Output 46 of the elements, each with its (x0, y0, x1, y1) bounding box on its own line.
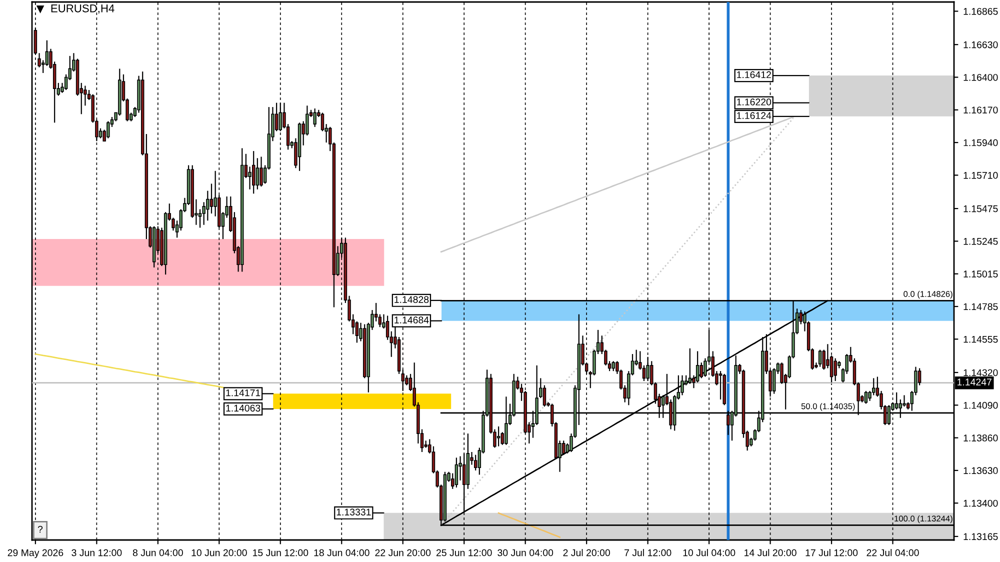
y-tick-label: 1.14320 (964, 369, 998, 376)
annotation: 1.13331 (336, 508, 371, 516)
annotation: 1.14063 (226, 404, 260, 412)
x-tick-label: 18 Jun 04:00 (314, 549, 370, 556)
y-tick-label: 1.13630 (964, 467, 998, 474)
y-tick-label: 1.15015 (964, 270, 998, 278)
annotation: 1.14684 (394, 316, 429, 324)
x-tick-label: 14 Jul 20:00 (744, 549, 796, 556)
x-tick-label: 2 Jul 20:00 (563, 549, 610, 556)
x-tick-label: 15 Jun 12:00 (253, 549, 308, 556)
x-tick-label: 25 Jun 12:00 (436, 549, 492, 556)
series-label: 0.0 (1.14826) (904, 290, 952, 299)
chart-title: EURUSD,H4 (51, 4, 114, 14)
annotation: 1.16412 (737, 71, 771, 78)
annotation: 1.14171 (226, 389, 260, 396)
x-tick-label: 3 Jun 12:00 (72, 549, 122, 556)
y-tick-label: 1.16865 (964, 8, 998, 15)
x-tick-label: 22 Jul 04:00 (866, 549, 919, 556)
annotation: 1.16220 (737, 98, 772, 106)
series-label: 50.0 (1.14035) (801, 403, 855, 411)
y-tick-label: 1.13860 (964, 434, 998, 442)
x-tick-label: 17 Jul 12:00 (806, 549, 858, 556)
x-tick-label: 30 Jun 04:00 (498, 549, 554, 556)
x-tick-label: 29 May 2026 (8, 549, 64, 558)
x-tick-label: 8 Jun 04:00 (132, 549, 183, 556)
y-tick-label: 1.16630 (964, 41, 998, 48)
x-tick-label: 22 Jun 20:00 (375, 549, 431, 556)
y-tick-label: 1.14090 (964, 402, 998, 409)
y-tick-label: 1.16170 (964, 106, 998, 114)
annotation: 1.14828 (394, 296, 429, 303)
annotation: 1.16124 (737, 112, 772, 120)
x-tick-label: 7 Jul 12:00 (624, 549, 672, 556)
y-tick-label: 1.15475 (964, 205, 998, 212)
y-tick-label: 1.13165 (964, 533, 998, 540)
ref-line-label: 1.14247 (958, 378, 992, 386)
series-label: 100.0 (1.13244) (894, 515, 952, 524)
annotation: ? (38, 526, 43, 533)
y-tick-label: 1.14555 (964, 336, 998, 343)
x-tick-label: 10 Jul 04:00 (683, 549, 736, 556)
y-tick-label: 1.15245 (964, 238, 998, 245)
y-tick-label: 1.15710 (964, 172, 998, 179)
y-tick-label: 1.15940 (964, 139, 998, 146)
y-tick-label: 1.14785 (964, 303, 998, 310)
x-tick-label: 10 Jun 20:00 (192, 549, 247, 556)
y-tick-label: 1.16400 (964, 74, 998, 81)
y-tick-label: 1.13400 (964, 500, 998, 507)
